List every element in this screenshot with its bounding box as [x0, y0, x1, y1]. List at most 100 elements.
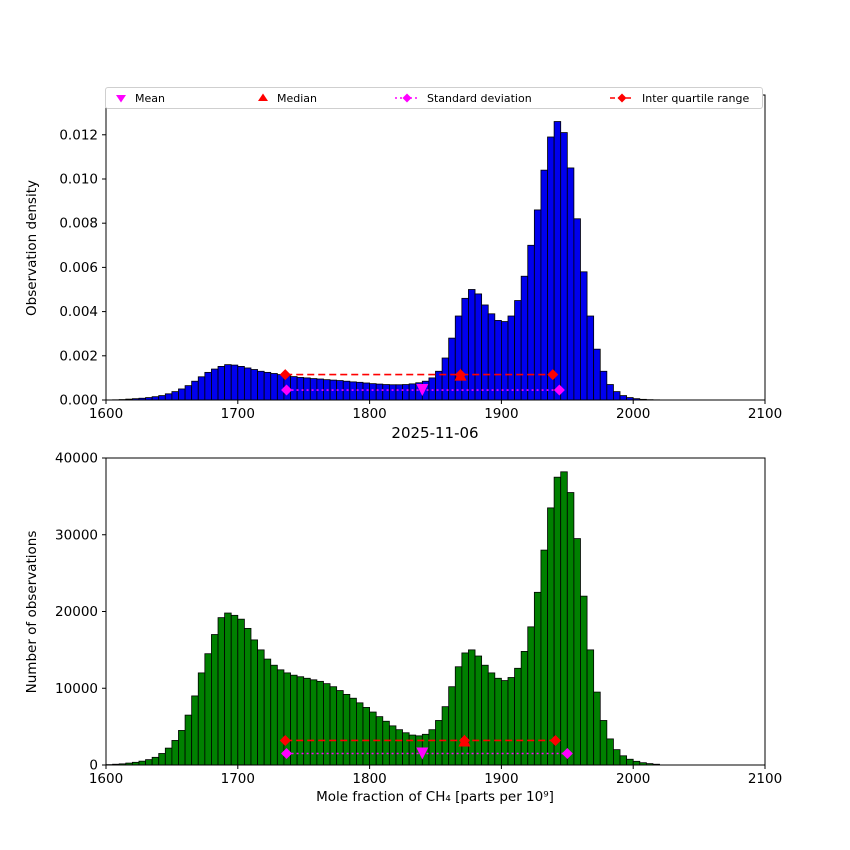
histogram-bar: [257, 649, 265, 766]
histogram-bar: [481, 304, 489, 401]
histogram-bar: [599, 370, 608, 401]
histogram-bar: [474, 293, 483, 401]
histogram-bar: [395, 384, 403, 401]
legend-label-mean: Mean: [135, 91, 165, 105]
iqr-dashed-diamond-icon: [610, 93, 634, 103]
histogram-bar: [540, 549, 548, 766]
histogram-bar: [250, 639, 258, 766]
histogram-bar: [204, 653, 212, 766]
histogram-bar: [553, 476, 562, 766]
histogram-bar: [191, 380, 199, 401]
y-tick-label: 20000: [55, 604, 98, 620]
histogram-bar: [276, 374, 285, 401]
histogram-bar: [224, 612, 232, 766]
histogram-bar: [632, 760, 641, 766]
axes-frame: [105, 94, 766, 401]
histogram-bar: [362, 707, 371, 766]
histogram-bar: [184, 714, 193, 766]
y-tick-label: 10000: [55, 681, 98, 697]
histogram-bar: [356, 381, 364, 401]
x-tick-label: 1900: [484, 406, 518, 422]
subplot-title: 2025-11-06: [391, 424, 479, 442]
histogram-bar: [560, 471, 568, 766]
histogram-bar: [217, 366, 226, 401]
histogram-bar: [428, 729, 436, 766]
histogram-bar: [395, 729, 403, 766]
histogram-bar: [290, 376, 298, 401]
histogram-bar: [494, 320, 502, 401]
histogram-bar: [454, 666, 463, 766]
y-tick-label: 0.004: [59, 304, 98, 320]
mean-marker: [416, 384, 429, 397]
histogram-bar: [527, 244, 535, 401]
histogram-bar: [204, 371, 212, 401]
histogram-bar: [184, 385, 193, 401]
histogram-bar: [461, 297, 469, 401]
legend-item-median: Median: [256, 88, 317, 108]
histogram-bar: [408, 383, 417, 401]
histogram-bar: [158, 753, 166, 766]
x-tick-label: 1600: [89, 771, 123, 787]
histogram-bar: [533, 209, 542, 401]
std-left-marker: [281, 747, 293, 759]
histogram-bar: [230, 364, 239, 401]
median-triangle-up-icon: [258, 93, 268, 101]
x-tick-label: 1900: [484, 771, 518, 787]
histogram-bar: [243, 367, 252, 401]
y-tick-label: 0.008: [59, 216, 98, 232]
x-axis-label: Mole fraction of CH₄ [parts per 10⁹]: [316, 789, 554, 805]
histogram-bar: [613, 749, 621, 766]
histogram-bar: [435, 370, 443, 401]
histogram-bar: [197, 376, 206, 401]
histogram-bar: [211, 368, 219, 401]
y-tick-label: 0.000: [59, 393, 98, 409]
histogram-bar: [520, 651, 529, 766]
histogram-bar: [481, 664, 489, 766]
histogram-bar: [309, 679, 318, 766]
histogram-bar: [270, 664, 278, 766]
histogram-bar: [224, 364, 232, 401]
histogram-bar: [250, 369, 258, 401]
iqr-right-marker: [549, 734, 561, 746]
histogram-bar: [573, 218, 581, 401]
iqr-right-marker: [547, 369, 559, 381]
y-axis-label-top: Observation density: [24, 180, 40, 316]
histogram-bar: [580, 595, 588, 766]
histogram-bar: [468, 289, 476, 401]
histogram-bar: [349, 381, 357, 401]
median-marker: [458, 734, 471, 747]
histogram-bar: [619, 395, 628, 401]
histogram-bar: [151, 756, 160, 766]
histogram-bar: [494, 677, 502, 766]
x-tick-label: 2100: [748, 771, 782, 787]
histogram-bar: [613, 391, 621, 401]
histogram-bar: [408, 734, 417, 766]
histogram-bar: [217, 617, 226, 766]
y-tick-label: 40000: [55, 451, 98, 467]
histogram-bar: [230, 614, 239, 766]
histogram-bar: [454, 315, 463, 401]
histogram-bar: [540, 169, 548, 401]
histogram-bar: [356, 702, 364, 766]
legend-item-std: Standard deviation: [394, 88, 532, 108]
histogram-bar: [487, 672, 496, 766]
histogram-bar: [138, 760, 146, 766]
y-tick-label: 0.012: [59, 127, 98, 143]
histogram-bar: [606, 384, 614, 401]
histogram-bar: [276, 669, 285, 766]
histogram-bar: [211, 634, 219, 766]
median-marker: [454, 368, 467, 381]
legend-label-median: Median: [277, 91, 318, 105]
histogram-bar: [599, 720, 608, 766]
histogram-bar: [342, 380, 351, 401]
histogram-bar: [270, 373, 278, 401]
histogram-bar: [514, 667, 522, 766]
x-tick-label: 2000: [616, 771, 650, 787]
histogram-bar: [435, 720, 443, 766]
histogram-bar: [461, 652, 469, 766]
y-axis-label-bottom: Number of observations: [24, 530, 40, 694]
histogram-bar: [342, 693, 351, 766]
legend-item-mean: Mean: [114, 88, 165, 108]
std-right-marker: [553, 384, 565, 396]
